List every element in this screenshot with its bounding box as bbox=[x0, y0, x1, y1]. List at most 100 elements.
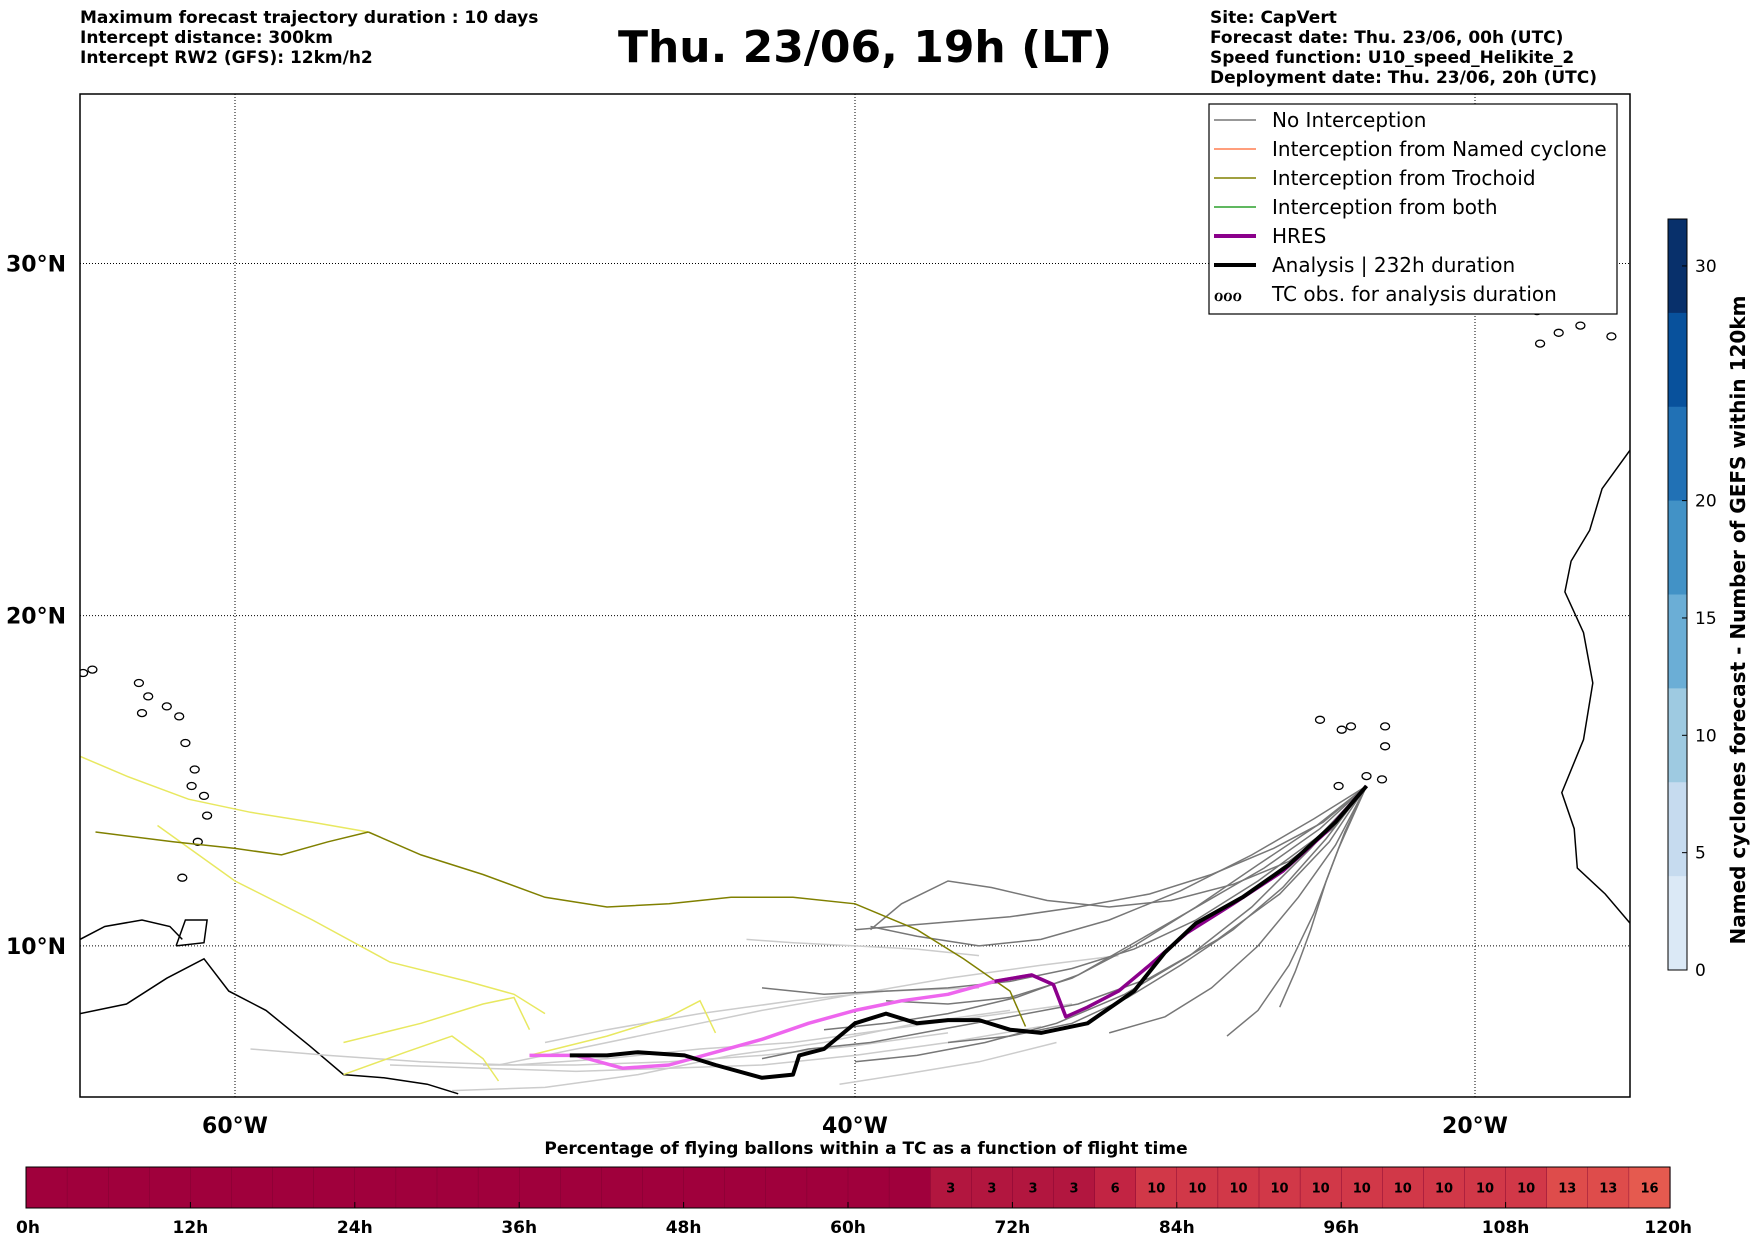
legend-label: Interception from both bbox=[1272, 195, 1498, 219]
island-outline bbox=[1379, 722, 1391, 731]
strip-cell bbox=[930, 1166, 972, 1209]
island-outline bbox=[87, 665, 98, 674]
colorbar-tick-label: 10 bbox=[1695, 726, 1717, 746]
header-right-line: Speed function: U10_speed_Helikite_2 bbox=[1210, 48, 1575, 68]
south-america-coastline bbox=[80, 957, 459, 1095]
strip-cell bbox=[1464, 1166, 1507, 1209]
strip-cell-value: 6 bbox=[1111, 1182, 1120, 1197]
strip-cell bbox=[1587, 1166, 1630, 1209]
africa-coastline bbox=[1560, 449, 1630, 924]
tc-percentage-strip: 3 3 3 3 6 10 10 10 10 10 10 10 10 10 10 13 13 16 0h 12h 24h 3… bbox=[16, 1166, 1692, 1238]
island-outline bbox=[1379, 742, 1391, 751]
header-info-right: Site: CapVert Forecast date: Thu. 23/06,… bbox=[1210, 8, 1597, 88]
island-outline bbox=[1376, 775, 1388, 784]
island-outline bbox=[143, 692, 154, 701]
strip-cell-value: 10 bbox=[1435, 1182, 1453, 1197]
strip-cell bbox=[1299, 1166, 1342, 1209]
strip-cell-value: 10 bbox=[1188, 1182, 1206, 1197]
strip-tick-label: 12h bbox=[173, 1218, 209, 1238]
strip-tick-label: 24h bbox=[337, 1218, 373, 1238]
legend-label: HRES bbox=[1272, 224, 1326, 248]
strip-cell-value: 10 bbox=[1517, 1182, 1535, 1197]
colorbar-tick-label: 5 bbox=[1695, 844, 1706, 864]
strip-cell bbox=[395, 1166, 438, 1209]
island-outline bbox=[1606, 332, 1617, 341]
island-outline bbox=[189, 765, 200, 774]
island-outline bbox=[192, 837, 203, 846]
x-tick-label: 40°W bbox=[822, 1114, 888, 1139]
ensemble-trajectory bbox=[854, 785, 1367, 931]
strip-cell bbox=[107, 1166, 150, 1209]
trajectories bbox=[80, 755, 1369, 1092]
strip-cell bbox=[1176, 1166, 1219, 1209]
y-tick-label: 20°N bbox=[6, 605, 66, 630]
ensemble-trajectory-light bbox=[746, 938, 980, 957]
colorbar-tick-label: 15 bbox=[1695, 609, 1717, 629]
strip-cell bbox=[642, 1166, 685, 1209]
strip-tick-label: 48h bbox=[666, 1218, 702, 1238]
legend: No Interception Interception from Named c… bbox=[1208, 103, 1618, 315]
strip-cell bbox=[354, 1166, 397, 1209]
island-outline bbox=[133, 678, 145, 688]
colorbar-tick-label: 0 bbox=[1695, 961, 1706, 981]
map-axes: 60°W 40°W 20°W 10°N 20°N 30°N bbox=[6, 253, 1508, 1139]
island-outline bbox=[174, 712, 185, 721]
map-frame bbox=[79, 93, 1631, 1098]
island-outline bbox=[1361, 771, 1372, 781]
strip-cell-value: 3 bbox=[1069, 1182, 1078, 1197]
strip-cell bbox=[1094, 1166, 1137, 1209]
legend-label: TC obs. for analysis duration bbox=[1271, 282, 1557, 306]
trochoid-trajectory-light bbox=[80, 755, 369, 833]
island-outline bbox=[1534, 339, 1546, 348]
strip-cell-value: 16 bbox=[1640, 1182, 1658, 1197]
header-left-line: Maximum forecast trajectory duration : 1… bbox=[80, 8, 539, 28]
strip-cell-value: 3 bbox=[946, 1182, 955, 1197]
x-tick-label: 20°W bbox=[1442, 1114, 1508, 1139]
ensemble-trajectory bbox=[761, 785, 1368, 996]
analysis-trajectory bbox=[569, 784, 1369, 1080]
legend-label: Interception from Named cyclone bbox=[1272, 137, 1607, 161]
strip-cell bbox=[66, 1166, 109, 1209]
ensemble-trajectory-light bbox=[839, 1041, 1057, 1085]
strip-tick-label: 120h bbox=[1644, 1218, 1692, 1238]
strip-cell bbox=[25, 1166, 68, 1209]
island-outline bbox=[177, 873, 188, 882]
strip-cell bbox=[806, 1166, 849, 1209]
strip-cell-value: 10 bbox=[1394, 1182, 1412, 1197]
colorbar-segment bbox=[1668, 594, 1687, 689]
strip-cell bbox=[1217, 1166, 1260, 1209]
header-right-line: Site: CapVert bbox=[1210, 8, 1337, 28]
trochoid-trajectory-light bbox=[157, 824, 546, 1015]
venezuela-coastline bbox=[80, 919, 183, 941]
trochoid-trajectory bbox=[95, 831, 369, 856]
strip-cell-value: 3 bbox=[1028, 1182, 1037, 1197]
strip-tick-label: 36h bbox=[501, 1218, 537, 1238]
island-outline bbox=[1657, 318, 1666, 325]
colorbar-segment bbox=[1668, 406, 1687, 502]
island-outline bbox=[136, 708, 148, 718]
chart-title: Thu. 23/06, 19h (LT) bbox=[617, 22, 1113, 73]
strip-cell-value: 10 bbox=[1229, 1182, 1247, 1197]
trochoid-trajectory-light bbox=[343, 996, 531, 1044]
colorbar-segment bbox=[1668, 219, 1687, 314]
strip-cell bbox=[888, 1166, 931, 1209]
ensemble-trajectory-light bbox=[483, 1032, 949, 1066]
strip-cell bbox=[765, 1166, 808, 1209]
ensemble-trajectory bbox=[885, 785, 1367, 1005]
strip-cell bbox=[149, 1166, 192, 1209]
cyclone-colorbar: 0 5 10 15 20 30 bbox=[1667, 218, 1717, 981]
island-outline bbox=[1333, 781, 1344, 791]
trochoid-trajectory-light bbox=[529, 999, 717, 1057]
trochoid-trajectory bbox=[368, 831, 1027, 1027]
strip-cell bbox=[560, 1166, 602, 1209]
island-outline bbox=[1345, 722, 1357, 731]
header-left-line: Intercept distance: 300km bbox=[80, 28, 333, 48]
strip-cell bbox=[272, 1166, 315, 1209]
island-outline bbox=[201, 811, 213, 820]
legend-frame bbox=[1208, 103, 1618, 315]
colorbar-segment bbox=[1668, 876, 1687, 971]
colorbar-tick-label: 30 bbox=[1695, 257, 1717, 277]
strip-cell bbox=[1628, 1166, 1671, 1209]
strip-cell bbox=[313, 1166, 356, 1209]
